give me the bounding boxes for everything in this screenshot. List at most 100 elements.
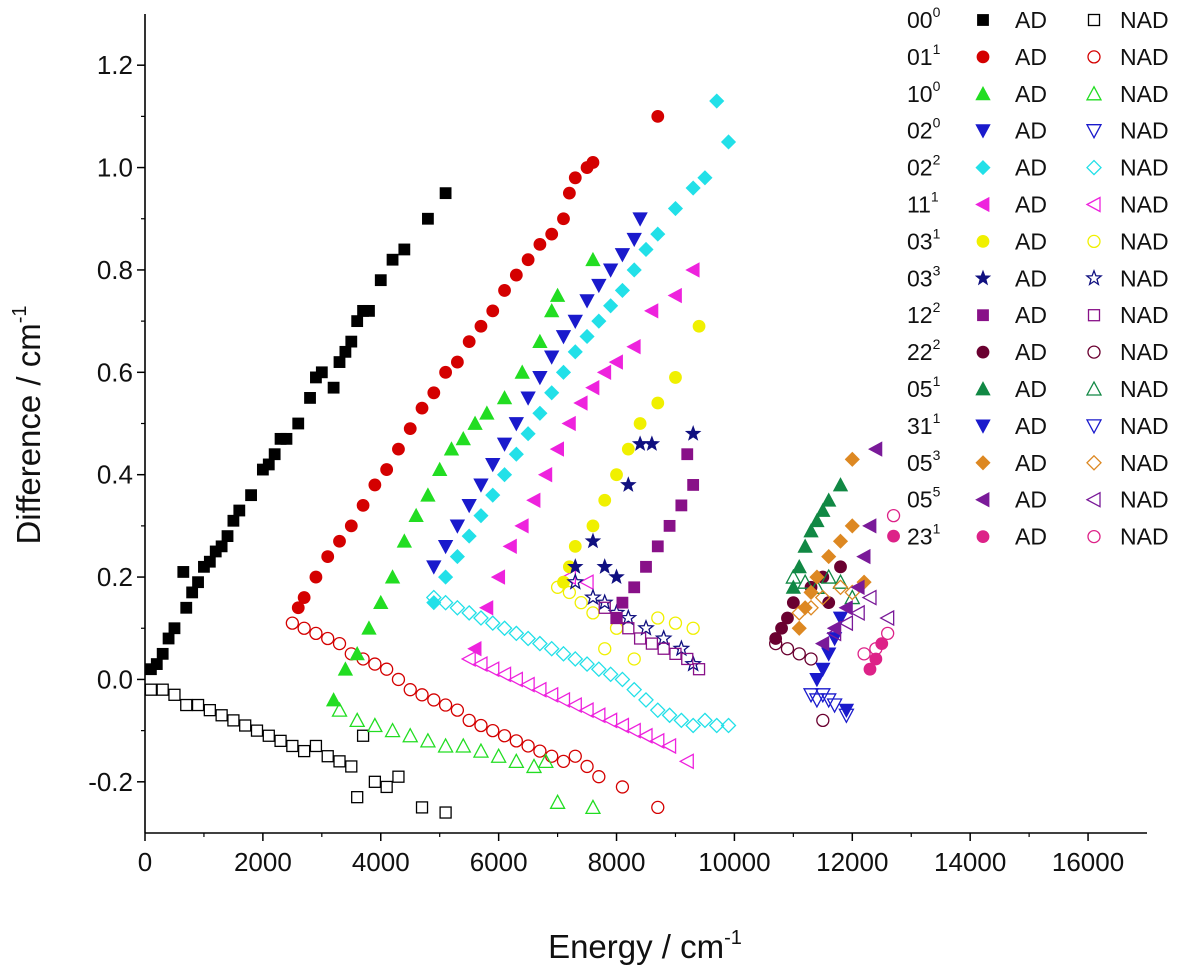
data-point-ad [156, 647, 169, 660]
data-point-nad [486, 723, 500, 738]
legend-band-label: 053 [907, 447, 941, 476]
data-point-ad [467, 641, 482, 657]
data-point-ad [832, 533, 849, 549]
data-point-nad [415, 688, 429, 702]
data-point-ad [373, 594, 389, 610]
data-point-ad [803, 523, 819, 538]
data-point-ad [203, 555, 216, 568]
data-point-nad [637, 727, 653, 744]
legend-nad-label: NAD [1120, 339, 1169, 365]
data-point-ad [485, 487, 501, 503]
data-point-ad [687, 479, 700, 491]
data-point-ad [844, 518, 860, 534]
data-point-nad [614, 717, 630, 734]
legend-marker-ad [975, 492, 990, 508]
data-point-ad [280, 432, 293, 445]
data-point-nad [191, 698, 205, 712]
data-point-nad [820, 693, 837, 709]
data-point-ad [437, 539, 454, 555]
data-point-nad [820, 568, 837, 584]
data-point-nad [427, 693, 441, 707]
legend-marker-nad [1085, 491, 1101, 508]
data-point-nad [455, 737, 472, 753]
data-point-ad [586, 156, 600, 169]
data-point-ad [426, 560, 442, 575]
legend-marker-nad [1085, 268, 1103, 286]
legend-nad-label: NAD [1120, 302, 1169, 328]
data-point-ad [291, 601, 305, 615]
data-point-nad [584, 799, 602, 815]
legend-marker-ad [975, 85, 991, 101]
data-point-nad [838, 615, 854, 632]
data-point-nad [697, 712, 713, 729]
data-point-ad [809, 512, 825, 528]
x-tick-label: 6000 [470, 847, 528, 877]
data-point-nad [881, 626, 895, 641]
data-point-ad [638, 241, 654, 258]
legend-ad-label: AD [1015, 487, 1047, 513]
data-point-nad [814, 688, 831, 704]
data-point-ad [685, 180, 701, 196]
legend-band-label: 000 [907, 4, 941, 33]
data-point-nad [450, 703, 465, 717]
data-point-ad [514, 364, 530, 379]
data-point-ad [692, 319, 706, 333]
data-point-ad [508, 446, 524, 462]
data-point-nad [651, 611, 665, 625]
data-point-nad [568, 749, 582, 763]
x-tick-label: 14000 [934, 847, 1006, 877]
data-point-ad [544, 350, 560, 365]
data-point-nad [586, 606, 600, 620]
data-point-ad [586, 519, 600, 533]
data-point-nad [509, 734, 523, 748]
data-point-ad [450, 355, 464, 369]
data-point-nad [356, 729, 370, 742]
legend-ad-label: AD [1015, 450, 1047, 476]
data-point-ad [333, 534, 346, 548]
data-point-nad [331, 701, 348, 717]
data-point-ad [585, 251, 601, 267]
data-point-nad [649, 732, 665, 749]
series-05-5 [814, 441, 895, 652]
legend-entry: 311 AD NAD [907, 410, 1169, 439]
data-point-nad [615, 780, 630, 794]
legend-marker-nad [1085, 419, 1103, 435]
legend-entry: 020 AD NAD [907, 115, 1169, 144]
legend-marker-nad [1087, 309, 1101, 322]
data-point-nad [250, 724, 264, 737]
x-tick-label: 0 [138, 847, 152, 877]
data-point-ad [351, 315, 364, 328]
legend-marker-nad [1085, 196, 1101, 213]
data-point-nad [297, 744, 311, 758]
data-point-ad [626, 339, 641, 355]
data-point-nad [649, 702, 666, 719]
legend-ad-label: AD [1015, 376, 1047, 402]
legend-marker-ad [976, 50, 990, 64]
data-point-ad [775, 621, 788, 635]
data-point-ad [325, 692, 342, 707]
data-point-ad [508, 417, 524, 432]
legend-band-label: 122 [907, 299, 941, 328]
data-point-ad [396, 533, 413, 548]
data-point-nad [533, 744, 547, 758]
data-point-nad [403, 683, 417, 697]
data-point-nad [879, 609, 895, 627]
legend-marker-ad [975, 381, 991, 396]
data-point-ad [555, 364, 572, 380]
legend-band-label: 031 [907, 225, 941, 254]
y-tick-label: 0.8 [97, 255, 133, 285]
legend-nad-label: NAD [1120, 7, 1169, 33]
legend-marker-nad [1086, 159, 1102, 176]
data-point-nad [545, 749, 559, 763]
data-point-ad [838, 600, 853, 616]
data-point-ad [455, 431, 471, 446]
data-point-ad [426, 595, 442, 611]
data-point-ad [797, 538, 813, 553]
data-point-nad [590, 661, 607, 678]
data-point-ad [150, 658, 163, 670]
series-12-2 [598, 448, 706, 676]
data-point-ad [345, 335, 358, 348]
data-point-ad [863, 662, 877, 676]
data-point-nad [215, 709, 228, 722]
data-point-ad [797, 600, 813, 616]
